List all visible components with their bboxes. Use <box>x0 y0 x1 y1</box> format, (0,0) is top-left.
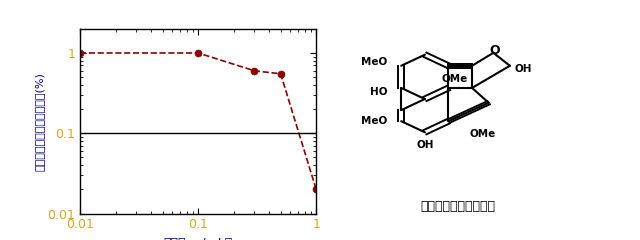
Text: MeO: MeO <box>361 57 387 67</box>
Y-axis label: インフルエンザウイルス量(%): インフルエンザウイルス量(%) <box>35 72 45 171</box>
Text: HO: HO <box>369 87 387 97</box>
Text: OH: OH <box>416 140 433 150</box>
Text: O: O <box>489 44 500 57</box>
Text: MeO: MeO <box>361 116 387 126</box>
Text: OMe: OMe <box>442 74 468 84</box>
X-axis label: 濃度（μg/mL）: 濃度（μg/mL） <box>163 237 233 240</box>
Text: OH: OH <box>515 65 532 74</box>
Text: OMe: OMe <box>470 129 496 139</box>
Text: 新規成分の化学構造式: 新規成分の化学構造式 <box>420 200 495 213</box>
